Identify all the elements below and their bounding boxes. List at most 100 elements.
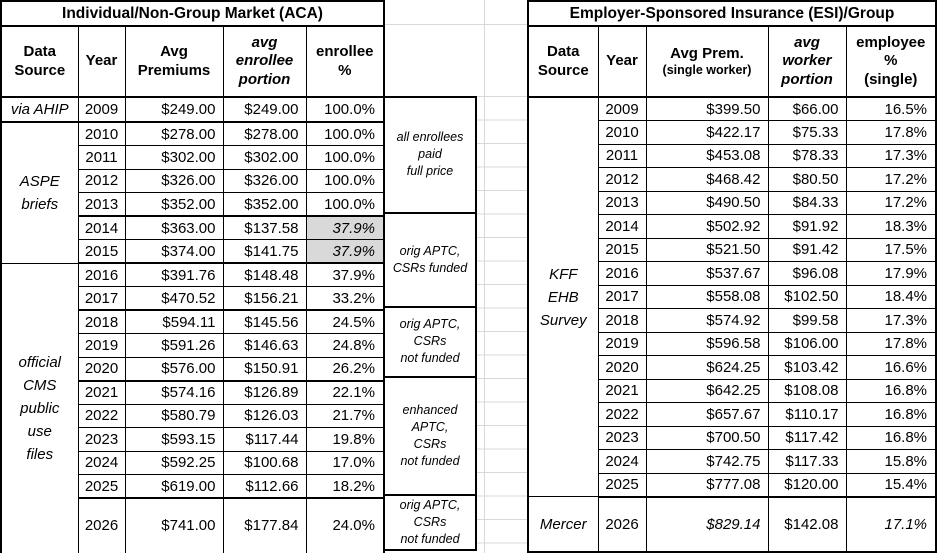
portion-cell[interactable]: $177.84 — [222, 497, 307, 553]
esi-table-title[interactable]: Employer-Sponsored Insurance (ESI)/Group — [527, 0, 937, 27]
premium-cell[interactable]: $592.25 — [124, 450, 224, 475]
portion-cell[interactable]: $106.00 — [767, 331, 847, 356]
percent-cell[interactable]: 16.6% — [845, 355, 937, 380]
data-source-cell[interactable]: Mercer — [527, 496, 599, 553]
portion-cell[interactable]: $80.50 — [767, 167, 847, 192]
portion-cell[interactable]: $352.00 — [222, 192, 307, 217]
percent-cell[interactable]: 100.0% — [305, 145, 385, 170]
year-cell[interactable]: 2010 — [597, 120, 647, 145]
portion-cell[interactable]: $112.66 — [222, 474, 307, 499]
note-box[interactable]: orig APTC, CSRs not funded — [383, 495, 477, 551]
premium-cell[interactable]: $453.08 — [645, 143, 769, 168]
percent-cell[interactable]: 17.8% — [845, 331, 937, 356]
portion-cell[interactable]: $102.50 — [767, 284, 847, 309]
year-cell[interactable]: 2012 — [77, 168, 126, 193]
year-cell[interactable]: 2024 — [597, 449, 647, 474]
year-cell[interactable]: 2021 — [597, 378, 647, 403]
premium-cell[interactable]: $363.00 — [124, 215, 224, 240]
year-cell[interactable]: 2009 — [77, 96, 126, 123]
percent-cell[interactable]: 37.9% — [305, 239, 385, 264]
premium-cell[interactable]: $657.67 — [645, 402, 769, 427]
year-cell[interactable]: 2023 — [77, 427, 126, 452]
portion-cell[interactable]: $108.08 — [767, 378, 847, 403]
percent-cell[interactable]: 16.8% — [845, 425, 937, 450]
portion-cell[interactable]: $84.33 — [767, 190, 847, 215]
portion-cell[interactable]: $146.63 — [222, 333, 307, 358]
percent-cell[interactable]: 18.3% — [845, 214, 937, 239]
portion-cell[interactable]: $103.42 — [767, 355, 847, 380]
year-cell[interactable]: 2021 — [77, 380, 126, 405]
premium-cell[interactable]: $249.00 — [124, 96, 224, 123]
percent-cell[interactable]: 17.2% — [845, 167, 937, 192]
aca-table-title[interactable]: Individual/Non-Group Market (ACA) — [0, 0, 385, 27]
portion-cell[interactable]: $278.00 — [222, 121, 307, 146]
percent-cell[interactable]: 17.9% — [845, 261, 937, 286]
header-data-source[interactable]: Data Source — [0, 25, 79, 98]
premium-cell[interactable]: $278.00 — [124, 121, 224, 146]
note-box[interactable]: all enrollees paid full price — [383, 96, 477, 214]
year-cell[interactable]: 2022 — [77, 403, 126, 428]
percent-cell[interactable]: 17.8% — [845, 120, 937, 145]
year-cell[interactable]: 2018 — [77, 309, 126, 334]
percent-cell[interactable]: 33.2% — [305, 286, 385, 311]
premium-cell[interactable]: $576.00 — [124, 356, 224, 382]
premium-cell[interactable]: $624.25 — [645, 355, 769, 380]
header-year[interactable]: Year — [77, 25, 126, 98]
percent-cell[interactable]: 100.0% — [305, 168, 385, 193]
premium-cell[interactable]: $596.58 — [645, 331, 769, 356]
percent-cell[interactable]: 15.4% — [845, 472, 937, 498]
portion-cell[interactable]: $120.00 — [767, 472, 847, 498]
portion-cell[interactable]: $326.00 — [222, 168, 307, 193]
percent-cell[interactable]: 24.0% — [305, 497, 385, 553]
year-cell[interactable]: 2016 — [597, 261, 647, 286]
premium-cell[interactable]: $537.67 — [645, 261, 769, 286]
premium-cell[interactable]: $521.50 — [645, 237, 769, 262]
year-cell[interactable]: 2011 — [597, 143, 647, 168]
year-cell[interactable]: 2017 — [77, 286, 126, 311]
percent-cell[interactable]: 17.3% — [845, 308, 937, 333]
percent-cell[interactable]: 16.8% — [845, 378, 937, 403]
portion-cell[interactable]: $126.03 — [222, 403, 307, 428]
year-cell[interactable]: 2025 — [77, 474, 126, 499]
header-avg-premium-single[interactable]: Avg Prem. (single worker) — [645, 25, 769, 98]
year-cell[interactable]: 2020 — [597, 355, 647, 380]
portion-cell[interactable]: $141.75 — [222, 239, 307, 264]
portion-cell[interactable]: $99.58 — [767, 308, 847, 333]
percent-cell[interactable]: 22.1% — [305, 380, 385, 405]
header-data-source[interactable]: Data Source — [527, 25, 599, 98]
premium-cell[interactable]: $502.92 — [645, 214, 769, 239]
year-cell[interactable]: 2023 — [597, 425, 647, 450]
portion-cell[interactable]: $148.48 — [222, 262, 307, 287]
portion-cell[interactable]: $145.56 — [222, 309, 307, 334]
premium-cell[interactable]: $326.00 — [124, 168, 224, 193]
year-cell[interactable]: 2014 — [597, 214, 647, 239]
note-box[interactable]: orig APTC, CSRs funded — [383, 213, 477, 308]
percent-cell[interactable]: 16.8% — [845, 402, 937, 427]
premium-cell[interactable]: $593.15 — [124, 427, 224, 452]
portion-cell[interactable]: $156.21 — [222, 286, 307, 311]
portion-cell[interactable]: $78.33 — [767, 143, 847, 168]
percent-cell[interactable]: 100.0% — [305, 192, 385, 217]
year-cell[interactable]: 2015 — [77, 239, 126, 264]
percent-cell[interactable]: 18.4% — [845, 284, 937, 309]
premium-cell[interactable]: $399.50 — [645, 96, 769, 121]
year-cell[interactable]: 2016 — [77, 262, 126, 287]
premium-cell[interactable]: $468.42 — [645, 167, 769, 192]
year-cell[interactable]: 2015 — [597, 237, 647, 262]
percent-cell[interactable]: 19.8% — [305, 427, 385, 452]
percent-cell[interactable]: 17.0% — [305, 450, 385, 475]
year-cell[interactable]: 2017 — [597, 284, 647, 309]
percent-cell[interactable]: 24.8% — [305, 333, 385, 358]
premium-cell[interactable]: $302.00 — [124, 145, 224, 170]
portion-cell[interactable]: $91.42 — [767, 237, 847, 262]
percent-cell[interactable]: 100.0% — [305, 121, 385, 146]
note-box[interactable]: orig APTC, CSRs not funded — [383, 307, 477, 378]
year-cell[interactable]: 2019 — [597, 331, 647, 356]
percent-cell[interactable]: 17.3% — [845, 143, 937, 168]
premium-cell[interactable]: $591.26 — [124, 333, 224, 358]
percent-cell[interactable]: 15.8% — [845, 449, 937, 474]
percent-cell[interactable]: 37.9% — [305, 262, 385, 287]
percent-cell[interactable]: 26.2% — [305, 356, 385, 382]
portion-cell[interactable]: $117.42 — [767, 425, 847, 450]
premium-cell[interactable]: $619.00 — [124, 474, 224, 499]
